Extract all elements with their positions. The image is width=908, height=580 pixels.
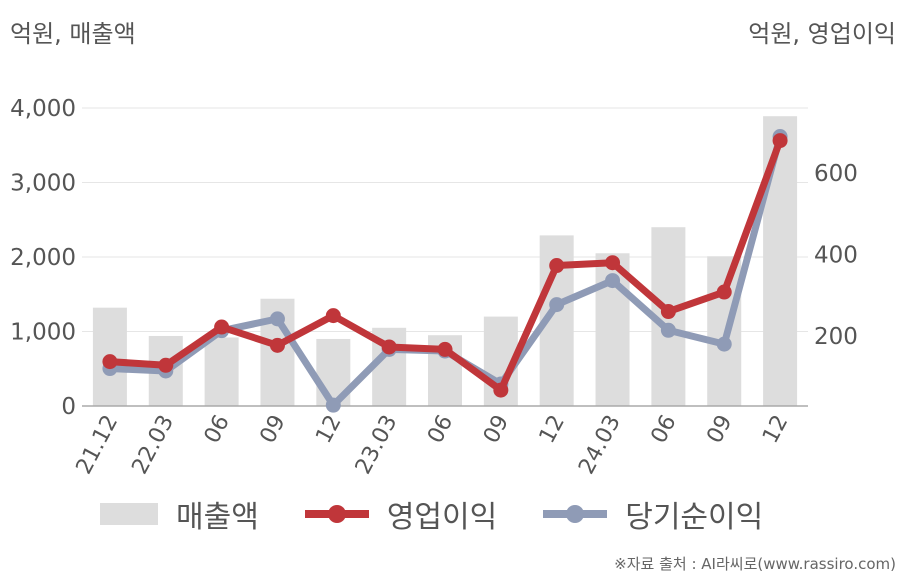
legend-swatch-bar (100, 503, 158, 525)
series-point (605, 273, 621, 289)
right-tick-label: 400 (814, 243, 858, 269)
x-tick-label: 09 (479, 411, 514, 447)
series-point (325, 308, 341, 324)
x-tick-label: 12 (535, 411, 570, 447)
series-point (269, 311, 285, 327)
x-tick-label: 06 (423, 411, 458, 447)
right-tick-label: 200 (814, 324, 858, 350)
legend-label: 영업이익 (386, 500, 498, 535)
left-tick-label: 3,000 (10, 171, 76, 197)
series-point (325, 397, 341, 413)
x-tick-label: 12 (758, 411, 793, 447)
legend-item-revenue: 매출액 (100, 492, 259, 536)
x-tick-label: 12 (311, 411, 346, 447)
series-point (549, 258, 565, 274)
left-tick-label: 2,000 (10, 245, 76, 271)
left-tick-label: 0 (61, 394, 76, 420)
x-tick-label: 09 (256, 411, 291, 447)
legend-swatch-line (543, 503, 608, 525)
series-point (437, 341, 453, 357)
series-point (716, 284, 732, 300)
series-point (772, 133, 788, 149)
left-axis-unit-label: 억원, 매출액 (10, 20, 136, 48)
legend-item-operating-profit: 영업이익 (304, 492, 498, 536)
x-tick-label: 23.03 (351, 411, 403, 478)
legend-label: 당기순이익 (625, 500, 764, 535)
series-point (158, 357, 174, 373)
left-tick-label: 4,000 (10, 96, 76, 122)
series-point (549, 297, 565, 313)
x-tick-label: 24.03 (574, 411, 626, 478)
right-axis-unit-label: 억원, 영업이익 (748, 20, 896, 48)
x-tick-label: 06 (200, 411, 235, 447)
legend-swatch-line (304, 503, 369, 525)
x-tick-label: 21.12 (72, 411, 124, 478)
series-point (660, 322, 676, 338)
series-point (493, 382, 509, 398)
bar (763, 116, 798, 406)
source-note: ※자료 출처 : AI라씨로(www.rassiro.com) (614, 555, 896, 573)
bar (204, 337, 239, 406)
series-point (214, 319, 230, 335)
legend-label: 매출액 (176, 500, 259, 535)
series-point (102, 354, 118, 370)
series-point (660, 304, 676, 320)
series-point (605, 255, 621, 271)
legend-item-net-income: 당기순이익 (543, 492, 763, 536)
series-point (716, 336, 732, 352)
x-tick-label: 06 (646, 411, 681, 447)
left-tick-label: 1,000 (10, 320, 76, 346)
combo-chart: 0 1,000 2,000 3,000 4,000 200 400 600 21.12 22.03… (10, 96, 858, 478)
series-point (269, 337, 285, 353)
legend: 매출액 영업이익 당기순이익 (100, 492, 809, 536)
x-tick-label: 09 (702, 411, 737, 447)
right-tick-label: 600 (814, 161, 858, 187)
series-point (381, 339, 397, 355)
x-tick-label: 22.03 (127, 411, 179, 478)
